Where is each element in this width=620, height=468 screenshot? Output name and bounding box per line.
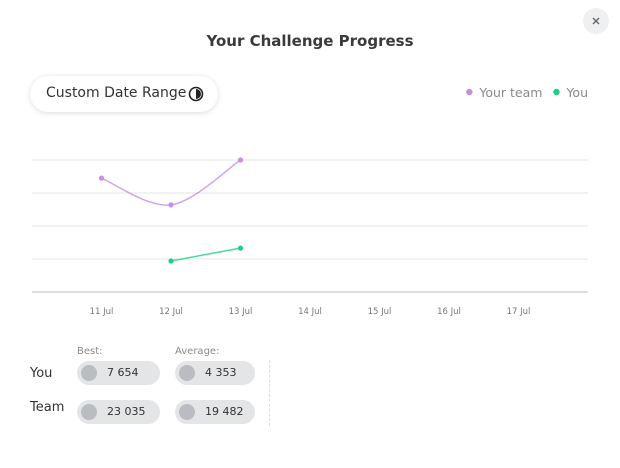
data-point xyxy=(168,202,174,208)
data-point xyxy=(237,157,244,163)
close-button[interactable] xyxy=(583,8,609,34)
chart: 11 Jul 12 Jul 13 Jul 14 Jul 15 Jul 16 Jul 17 J… xyxy=(32,85,588,317)
column-label: Average: xyxy=(175,346,220,357)
row-label: Team xyxy=(30,400,65,415)
stat-value: 7 654 xyxy=(107,366,139,379)
legend-swatch xyxy=(466,88,473,96)
chart-icon xyxy=(179,404,195,420)
chart-icon xyxy=(179,365,195,381)
data-point xyxy=(168,258,174,264)
legend-label: You xyxy=(565,85,588,100)
flame-icon xyxy=(81,404,97,420)
flame-icon xyxy=(81,365,97,381)
stat-value: 19 482 xyxy=(205,405,244,418)
stat-value: 4 353 xyxy=(205,366,237,379)
x-tick-label: 17 Jul xyxy=(507,307,531,317)
row-label: You xyxy=(30,366,53,381)
stat-pill: 7 654 xyxy=(77,361,160,385)
date-range-button[interactable]: Custom Date Range xyxy=(30,76,218,112)
series-line xyxy=(170,247,241,262)
x-tick-label: 16 Jul xyxy=(437,307,461,317)
legend-swatch xyxy=(553,88,560,96)
x-tick-label: 15 Jul xyxy=(368,307,392,317)
x-tick-label: 11 Jul xyxy=(90,307,114,317)
data-point xyxy=(237,245,244,251)
stat-value: 23 035 xyxy=(107,405,146,418)
x-tick-label: 12 Jul xyxy=(159,307,183,317)
stat-pill: 19 482 xyxy=(175,400,255,424)
date-range-label: Custom Date Range xyxy=(46,85,187,101)
x-tick-label: 13 Jul xyxy=(229,307,253,317)
data-point xyxy=(98,175,105,181)
x-tick-label: 14 Jul xyxy=(298,307,322,317)
date-range-icon xyxy=(188,86,204,102)
modal-title: Your Challenge Progress xyxy=(206,32,414,50)
legend-label: Your team xyxy=(478,85,542,100)
divider xyxy=(269,360,270,426)
column-label: Best: xyxy=(77,346,103,357)
series-line xyxy=(101,159,241,206)
stat-pill: 4 353 xyxy=(175,361,255,385)
close-icon xyxy=(592,17,600,25)
stat-pill: 23 035 xyxy=(77,400,160,424)
